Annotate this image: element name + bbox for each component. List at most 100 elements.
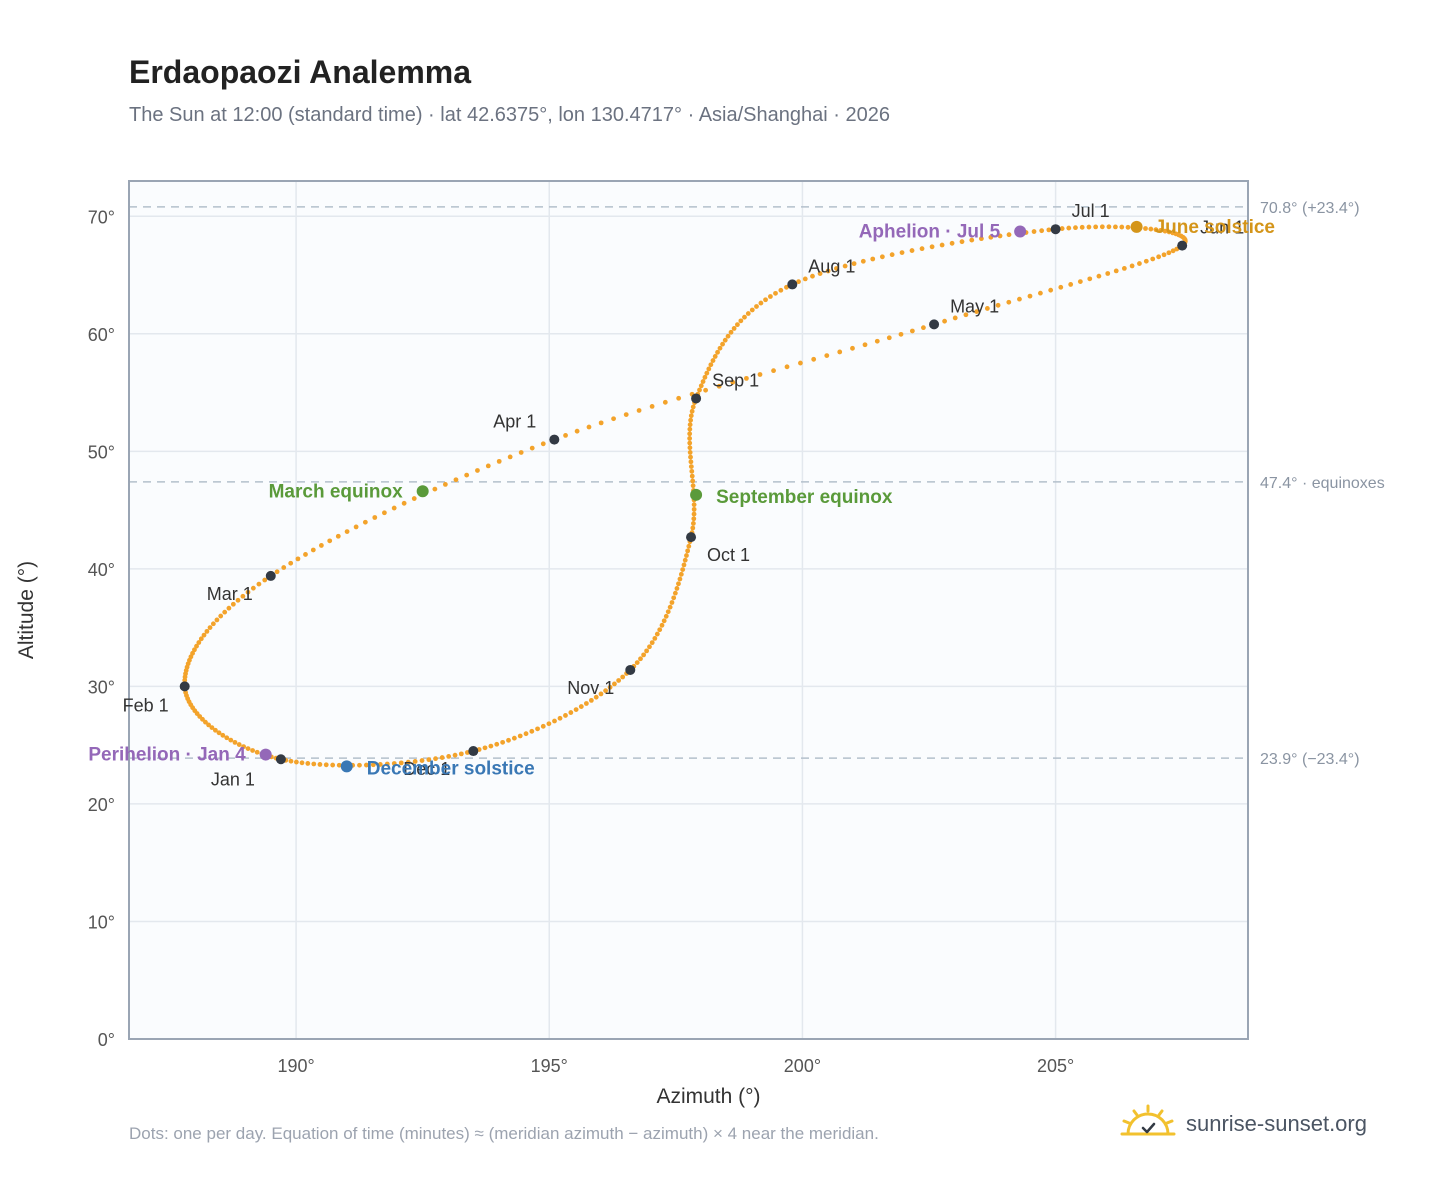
daily-dot	[1166, 250, 1172, 256]
daily-dot	[690, 404, 696, 410]
daily-dot	[716, 383, 722, 389]
daily-dot	[226, 605, 232, 611]
daily-dot	[763, 297, 768, 303]
daily-dot	[687, 450, 693, 455]
daily-dot	[198, 636, 204, 642]
daily-dot	[684, 553, 689, 558]
daily-dot	[712, 354, 718, 359]
daily-dot	[778, 287, 784, 293]
daily-dot	[817, 271, 823, 276]
daily-dot	[370, 762, 376, 768]
daily-dot	[391, 761, 397, 766]
daily-dot	[810, 273, 815, 279]
daily-dot	[824, 353, 830, 359]
daily-dot	[401, 500, 407, 506]
daily-dot	[391, 505, 397, 511]
daily-dot	[419, 758, 425, 763]
daily-dot	[256, 581, 262, 587]
daily-dot	[209, 725, 215, 731]
daily-dot	[702, 374, 708, 380]
daily-dot	[638, 656, 643, 662]
month-label: Jan 1	[211, 769, 255, 789]
daily-dot	[669, 600, 675, 605]
daily-dot	[691, 506, 697, 512]
daily-dot	[1093, 224, 1099, 230]
daily-dot	[649, 640, 655, 646]
daily-dot	[874, 338, 880, 344]
daily-dot	[687, 431, 693, 437]
daily-dot	[305, 761, 311, 766]
daily-dot	[690, 478, 696, 484]
daily-dot	[310, 547, 316, 553]
daily-dot	[667, 604, 673, 610]
daily-dot	[641, 652, 647, 658]
daily-dot	[235, 597, 241, 603]
event-marker	[1130, 220, 1143, 233]
daily-dot	[1006, 299, 1012, 305]
x-tick-label: 205°	[1037, 1056, 1074, 1076]
daily-dot	[311, 761, 317, 767]
daily-dot	[598, 420, 604, 426]
event-label: June solstice	[1155, 217, 1275, 238]
brand[interactable]: sunrise-sunset.org	[1120, 1104, 1367, 1144]
daily-dot	[745, 311, 751, 316]
event-label: September equinox	[716, 487, 893, 508]
event-marker	[340, 760, 353, 773]
daily-dot	[201, 632, 207, 638]
daily-dot	[1161, 252, 1167, 258]
daily-dot	[245, 589, 251, 595]
y-tick-label: 10°	[88, 912, 115, 932]
daily-dot	[1059, 226, 1065, 231]
event-label: March equinox	[269, 481, 404, 502]
daily-dot	[680, 567, 686, 573]
daily-dot	[978, 236, 984, 242]
daily-dot	[363, 762, 369, 768]
daily-dot	[523, 731, 529, 737]
daily-dot	[1027, 293, 1033, 299]
daily-dot	[250, 748, 255, 753]
y-tick-label: 0°	[98, 1030, 115, 1050]
month-label: Nov 1	[567, 678, 614, 698]
daily-dot	[494, 741, 500, 747]
daily-dot	[1129, 263, 1135, 269]
daily-dot	[323, 762, 329, 768]
daily-dot	[344, 529, 350, 535]
month-marker	[929, 319, 940, 330]
daily-dot	[1106, 224, 1112, 230]
daily-dot	[1148, 226, 1154, 232]
daily-dot	[698, 383, 704, 389]
daily-dot	[1153, 227, 1159, 233]
daily-dot	[236, 742, 242, 747]
daily-dot	[204, 628, 210, 634]
daily-dot	[687, 426, 693, 432]
daily-dot	[294, 759, 299, 765]
event-marker	[259, 748, 272, 761]
daily-dot	[222, 609, 228, 615]
daily-dot	[1068, 282, 1074, 287]
daily-dot	[949, 240, 955, 246]
daily-dot	[192, 647, 197, 653]
daily-dot	[412, 759, 418, 764]
daily-dot	[475, 468, 480, 473]
month-marker	[549, 434, 560, 445]
daily-dot	[742, 314, 747, 320]
daily-dot	[563, 713, 568, 718]
daily-dot	[677, 576, 683, 582]
month-label: Dec 1	[403, 759, 450, 779]
daily-dot	[909, 328, 915, 334]
daily-dot	[688, 413, 694, 419]
daily-dot	[563, 432, 568, 438]
daily-dot	[398, 760, 404, 766]
daily-dot	[995, 302, 1001, 308]
daily-dot	[230, 601, 236, 607]
daily-dot	[697, 387, 702, 393]
y-tick-label: 30°	[88, 677, 115, 697]
daily-dot	[700, 379, 706, 384]
daily-dot	[216, 730, 222, 736]
plot-frame	[128, 180, 1249, 1040]
daily-dot	[688, 464, 694, 470]
daily-dot	[218, 613, 224, 619]
daily-dot	[353, 524, 359, 530]
daily-dot	[768, 294, 773, 299]
